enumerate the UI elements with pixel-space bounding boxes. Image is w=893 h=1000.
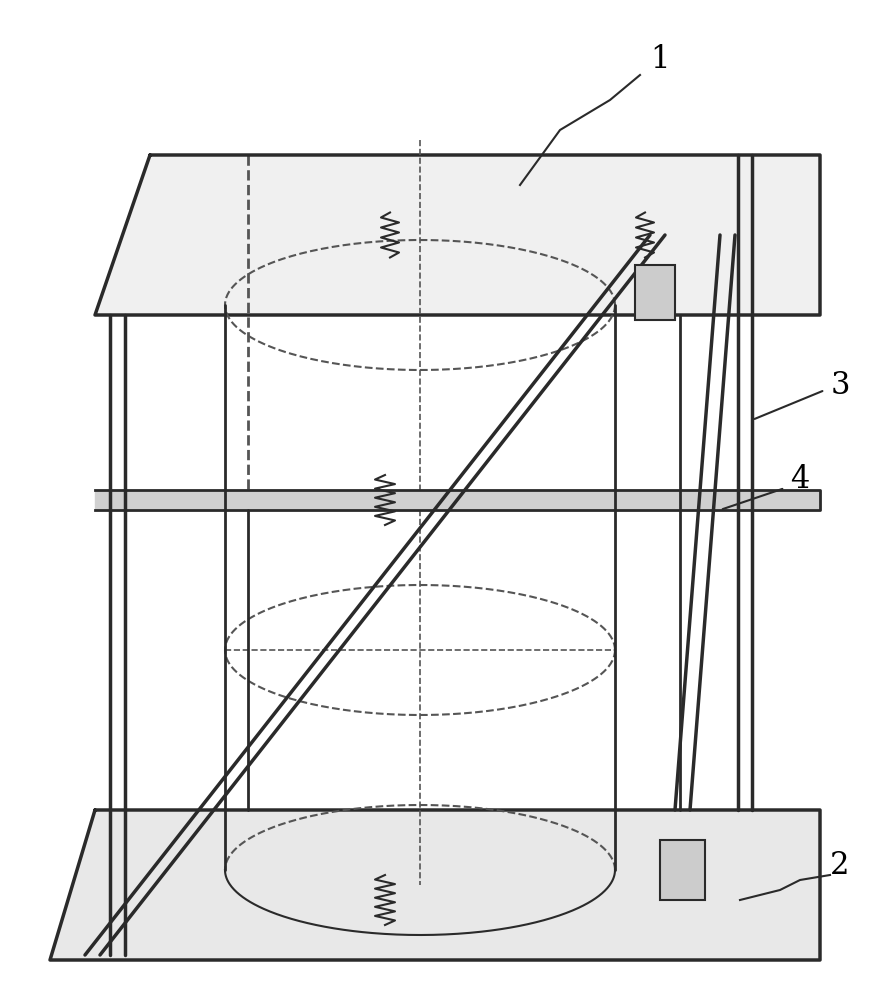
- Bar: [635, 265, 675, 320]
- Polygon shape: [50, 810, 820, 960]
- Text: 1: 1: [650, 44, 670, 76]
- Polygon shape: [95, 490, 820, 510]
- Bar: [660, 840, 705, 900]
- Polygon shape: [95, 155, 820, 315]
- Text: 4: 4: [790, 464, 810, 495]
- Text: 2: 2: [830, 850, 850, 880]
- Text: 3: 3: [830, 369, 850, 400]
